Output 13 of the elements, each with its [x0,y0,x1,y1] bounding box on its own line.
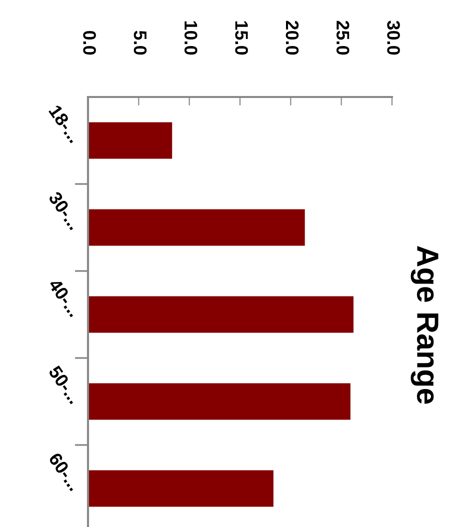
x-tick-label: 20.0 [286,20,299,55]
bar [88,470,274,507]
bar [88,209,305,246]
x-tick-label: 30.0 [387,20,400,55]
x-tick-label: 0.0 [83,30,96,55]
bar [88,122,172,159]
x-tick-label: 10.0 [184,21,198,55]
bar [88,383,350,420]
text: Age Range [410,246,438,404]
x-tick-label: 25.0 [336,20,350,55]
bar [88,296,354,333]
x-tick-label: 5.0 [134,30,147,55]
x-tick-label: 15.0 [235,21,248,55]
